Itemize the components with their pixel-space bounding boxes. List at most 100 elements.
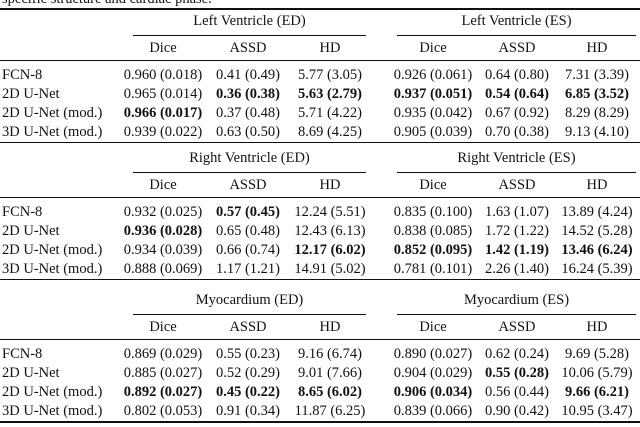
metric-header: Dice <box>419 40 447 56</box>
cell: 0.802 (0.053) <box>123 403 203 419</box>
row-label: 2D U-Net (mod.) <box>2 105 103 121</box>
metric-header: ASSD <box>229 319 267 335</box>
metric-header: HD <box>319 177 341 193</box>
row-label: FCN-8 <box>2 204 43 220</box>
cell: 0.64 (0.80) <box>484 67 550 83</box>
cell: 0.56 (0.44) <box>484 384 550 400</box>
metric-header: ASSD <box>498 319 536 335</box>
cell: 0.905 (0.039) <box>393 124 473 140</box>
row-label: 3D U-Net (mod.) <box>2 124 103 140</box>
cell: 8.69 (4.25) <box>297 124 363 140</box>
cell: 0.70 (0.38) <box>484 124 550 140</box>
cell: 0.52 (0.29) <box>215 365 281 381</box>
cell: 0.926 (0.061) <box>393 67 473 83</box>
cell: 0.890 (0.027) <box>393 346 473 362</box>
bottom-rule <box>0 421 640 423</box>
cell: 0.869 (0.029) <box>123 346 203 362</box>
metric-header: Dice <box>419 177 447 193</box>
cell: 7.31 (3.39) <box>564 67 630 83</box>
metric-header: Dice <box>149 177 177 193</box>
cell: 0.90 (0.42) <box>484 403 550 419</box>
cell: 0.934 (0.039) <box>123 242 203 258</box>
metric-header: ASSD <box>229 40 267 56</box>
cell: 0.91 (0.34) <box>215 403 281 419</box>
cell: 13.89 (4.24) <box>561 204 633 220</box>
cell: 10.95 (3.47) <box>561 403 633 419</box>
top-rule <box>0 8 640 10</box>
group-header: Right Ventricle (ES) <box>457 150 576 166</box>
block-rule <box>0 142 640 143</box>
cell: 0.838 (0.085) <box>393 223 473 239</box>
header-rule <box>0 60 640 61</box>
header-rule <box>0 197 640 198</box>
cell: 0.63 (0.50) <box>215 124 281 140</box>
cell: 0.45 (0.22) <box>215 384 281 400</box>
cell: 0.965 (0.014) <box>123 86 203 102</box>
cell: 0.41 (0.49) <box>215 67 281 83</box>
cell: 0.885 (0.027) <box>123 365 203 381</box>
cell: 9.69 (5.28) <box>564 346 630 362</box>
metric-header: ASSD <box>498 40 536 56</box>
group-header: Myocardium (ED) <box>195 292 304 308</box>
cell: 0.852 (0.095) <box>393 242 473 258</box>
cell: 0.937 (0.051) <box>393 86 473 102</box>
cell: 0.55 (0.23) <box>215 346 281 362</box>
group-header: Left Ventricle (ED) <box>193 13 306 29</box>
cell: 1.42 (1.19) <box>484 242 550 258</box>
cell: 9.16 (6.74) <box>297 346 363 362</box>
metric-header: HD <box>586 177 608 193</box>
cell: 12.17 (6.02) <box>294 242 366 258</box>
cell: 0.37 (0.48) <box>215 105 281 121</box>
cell: 0.781 (0.101) <box>393 261 473 277</box>
cell: 1.17 (1.21) <box>215 261 281 277</box>
cell: 0.54 (0.64) <box>484 86 550 102</box>
metric-header: HD <box>586 319 608 335</box>
cell: 9.01 (7.66) <box>297 365 363 381</box>
cell: 0.892 (0.027) <box>123 384 203 400</box>
cell: 0.839 (0.066) <box>393 403 473 419</box>
row-label: 2D U-Net <box>2 223 60 239</box>
cell: 5.71 (4.22) <box>297 105 363 121</box>
row-label: 2D U-Net (mod.) <box>2 384 103 400</box>
row-label: 2D U-Net <box>2 86 60 102</box>
group-underline <box>397 35 636 36</box>
cell: 0.966 (0.017) <box>123 105 203 121</box>
metric-header: Dice <box>149 40 177 56</box>
group-underline <box>133 314 366 315</box>
metric-header: Dice <box>419 319 447 335</box>
cell: 1.63 (1.07) <box>484 204 550 220</box>
cell: 14.91 (5.02) <box>294 261 366 277</box>
metric-header: ASSD <box>229 177 267 193</box>
cell: 9.13 (4.10) <box>564 124 630 140</box>
cell: 0.904 (0.029) <box>393 365 473 381</box>
cell: 16.24 (5.39) <box>561 261 633 277</box>
row-label: 2D U-Net <box>2 365 60 381</box>
cell: 0.36 (0.38) <box>215 86 281 102</box>
cell: 0.62 (0.24) <box>484 346 550 362</box>
cell: 6.85 (3.52) <box>564 86 630 102</box>
metric-header: ASSD <box>498 177 536 193</box>
cell: 5.63 (2.79) <box>297 86 363 102</box>
cell: 9.66 (6.21) <box>564 384 630 400</box>
cell: 0.65 (0.48) <box>215 223 281 239</box>
cell: 11.87 (6.25) <box>294 403 366 419</box>
cell: 0.936 (0.028) <box>123 223 203 239</box>
group-underline <box>397 314 636 315</box>
cell: 12.24 (5.51) <box>294 204 366 220</box>
metric-header: HD <box>319 319 341 335</box>
cell: 2.26 (1.40) <box>484 261 550 277</box>
group-header: Left Ventricle (ES) <box>461 13 572 29</box>
cell: 5.77 (3.05) <box>297 67 363 83</box>
cell: 0.932 (0.025) <box>123 204 203 220</box>
group-header: Myocardium (ES) <box>463 292 570 308</box>
cell: 0.57 (0.45) <box>215 204 281 220</box>
cell: 0.888 (0.069) <box>123 261 203 277</box>
cell: 0.835 (0.100) <box>393 204 473 220</box>
metric-header: HD <box>586 40 608 56</box>
group-underline <box>133 35 366 36</box>
row-label: FCN-8 <box>2 67 43 83</box>
cell: 14.52 (5.28) <box>561 223 633 239</box>
header-rule <box>0 339 640 340</box>
cell: 0.66 (0.74) <box>215 242 281 258</box>
cell: 0.939 (0.022) <box>123 124 203 140</box>
